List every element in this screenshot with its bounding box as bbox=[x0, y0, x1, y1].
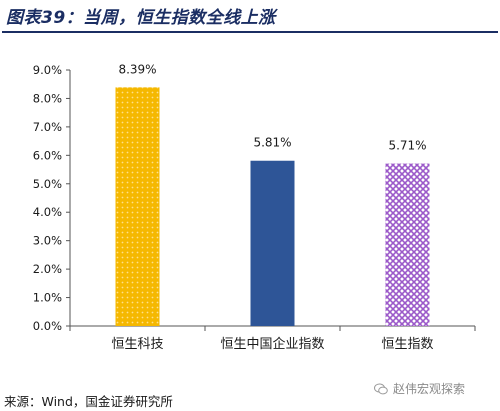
y-tick-label: 4.0% bbox=[33, 205, 62, 219]
y-tick-label: 8.0% bbox=[33, 91, 62, 105]
y-tick: 8.0% bbox=[33, 91, 70, 105]
wechat-icon bbox=[374, 383, 388, 394]
y-axis: 0.0% 1.0% 2.0% 3.0% 4.0% 5.0% 6.0% 7.0% 8.0% 9.0% bbox=[33, 63, 71, 333]
x-category-label: 恒生中国企业指数 bbox=[220, 336, 324, 352]
data-labels-group: 8.39% 恒生科技 5.81% 恒生中国企业指数 5.71% 恒生指数 bbox=[111, 62, 433, 352]
title-divider bbox=[2, 31, 498, 33]
y-tick-label: 1.0% bbox=[33, 291, 62, 305]
y-tick: 0.0% bbox=[33, 319, 70, 333]
y-tick-label: 7.0% bbox=[33, 120, 62, 134]
y-tick: 4.0% bbox=[33, 205, 70, 219]
bar-1 bbox=[115, 87, 160, 327]
data-label: 5.81% bbox=[253, 136, 291, 150]
bars-group bbox=[115, 87, 430, 327]
x-axis bbox=[69, 325, 476, 331]
y-tick: 1.0% bbox=[33, 291, 70, 305]
y-tick: 5.0% bbox=[33, 177, 70, 191]
y-tick: 3.0% bbox=[33, 234, 70, 248]
chart-title: 图表39：当周，恒生指数全线上涨 bbox=[6, 8, 276, 28]
y-tick: 9.0% bbox=[33, 63, 70, 77]
data-label: 8.39% bbox=[118, 62, 156, 76]
y-tick-label: 2.0% bbox=[33, 262, 62, 276]
bar-3 bbox=[385, 163, 430, 326]
y-tick-label: 3.0% bbox=[33, 234, 62, 248]
y-tick: 2.0% bbox=[33, 262, 70, 276]
y-tick-label: 0.0% bbox=[33, 319, 62, 333]
y-tick: 6.0% bbox=[33, 148, 70, 162]
y-tick: 7.0% bbox=[33, 120, 70, 134]
source-note: 来源：Wind，国金证券研究所 bbox=[4, 394, 173, 409]
y-tick-label: 6.0% bbox=[33, 148, 62, 162]
y-tick-label: 5.0% bbox=[33, 177, 62, 191]
x-category-label: 恒生指数 bbox=[381, 337, 433, 352]
watermark-text: 赵伟宏观探索 bbox=[393, 382, 466, 396]
x-category-label: 恒生科技 bbox=[111, 337, 163, 352]
watermark: 赵伟宏观探索 bbox=[374, 380, 465, 397]
data-label: 5.71% bbox=[388, 139, 426, 153]
bar-2 bbox=[250, 160, 295, 326]
y-tick-label: 9.0% bbox=[33, 63, 62, 77]
